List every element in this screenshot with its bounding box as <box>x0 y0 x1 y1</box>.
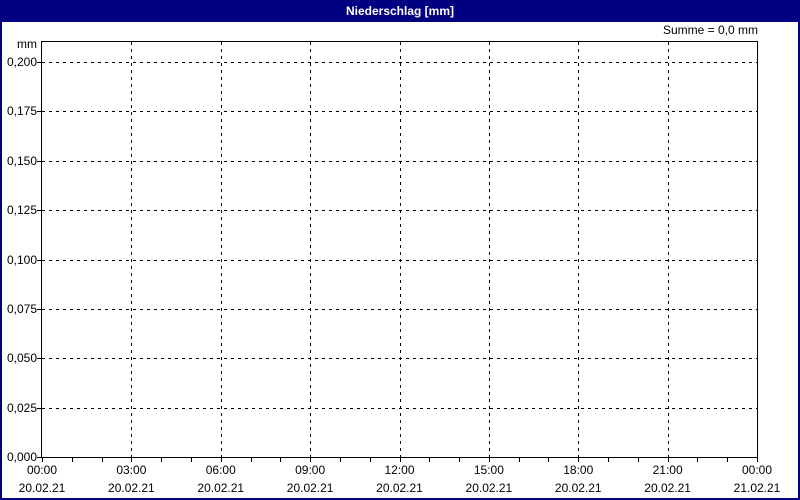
y-axis-tick <box>37 358 41 360</box>
y-tick-label: 0,125 <box>6 203 37 218</box>
x-tick-date-label: 20.02.21 <box>644 481 691 495</box>
y-axis-tick <box>37 407 41 409</box>
y-tick-label: 0,175 <box>6 104 37 119</box>
x-tick-time-label: 15:00 <box>473 463 504 477</box>
x-axis-tick <box>310 458 312 462</box>
y-tick-label: 0,150 <box>6 153 37 168</box>
x-tick-time-label: 21:00 <box>652 463 683 477</box>
y-axis-tick <box>37 308 41 310</box>
x-axis-tick <box>399 458 401 462</box>
x-axis-tick <box>280 458 282 462</box>
x-axis-tick <box>697 458 699 462</box>
y-tick-label: 0,025 <box>6 400 37 415</box>
x-axis-tick <box>101 458 103 462</box>
x-tick-time-label: 09:00 <box>295 463 326 477</box>
x-axis-tick <box>608 458 610 462</box>
x-tick-time-label: 12:00 <box>384 463 415 477</box>
x-axis-tick <box>518 458 520 462</box>
x-gridline <box>399 42 401 457</box>
x-axis-tick <box>488 458 490 462</box>
x-tick-time-label: 03:00 <box>116 463 147 477</box>
y-axis-tick <box>37 259 41 261</box>
x-tick-date-label: 20.02.21 <box>554 481 602 495</box>
x-tick-date-label: 20.02.21 <box>465 481 513 495</box>
window-titlebar[interactable]: Niederschlag [mm] <box>2 2 798 22</box>
x-axis-tick <box>42 458 43 462</box>
x-tick-time-label: 06:00 <box>205 463 236 477</box>
y-axis-tick <box>37 160 41 162</box>
y-axis-tick <box>37 210 41 212</box>
x-gridline <box>131 42 133 457</box>
y-axis-tick <box>37 111 41 113</box>
y-tick-label: 0,050 <box>6 351 37 366</box>
x-gridline <box>220 42 222 457</box>
y-tick-label: 0,000 <box>6 450 37 464</box>
x-axis-tick <box>131 458 133 462</box>
x-gridline <box>667 42 669 457</box>
x-gridline <box>488 42 490 457</box>
x-axis-tick <box>757 458 758 462</box>
x-gridline <box>310 42 312 457</box>
x-axis-tick <box>578 458 580 462</box>
y-axis-unit-label: mm <box>17 37 37 51</box>
x-axis-tick <box>727 458 729 462</box>
y-tick-label: 0,075 <box>6 301 37 316</box>
x-tick-time-label: 00:00 <box>26 463 58 477</box>
x-axis-tick <box>369 458 371 462</box>
y-axis-tick <box>37 62 41 63</box>
x-axis-tick <box>190 458 192 462</box>
x-tick-time-label: 18:00 <box>563 463 594 477</box>
y-tick-label: 0,100 <box>6 252 37 267</box>
x-axis-tick <box>459 458 461 462</box>
sum-label: Summe = 0,0 mm <box>662 23 758 37</box>
y-tick-label: 0,200 <box>6 55 37 69</box>
window-title: Niederschlag [mm] <box>345 4 455 18</box>
x-tick-date-label: 21.02.21 <box>733 481 781 495</box>
x-axis-tick <box>220 458 222 462</box>
plot-area <box>41 41 758 458</box>
x-axis-tick <box>548 458 550 462</box>
y-axis-tick <box>37 457 41 458</box>
x-tick-date-label: 20.02.21 <box>376 481 423 495</box>
x-axis-tick <box>429 458 431 462</box>
x-axis-tick <box>161 458 163 462</box>
x-axis-tick <box>250 458 252 462</box>
x-axis-tick <box>637 458 639 462</box>
x-axis-tick <box>667 458 669 462</box>
x-tick-date-label: 20.02.21 <box>286 481 334 495</box>
x-axis-tick <box>71 458 73 462</box>
x-axis-tick <box>339 458 341 462</box>
x-tick-date-label: 20.02.21 <box>18 481 66 495</box>
x-gridline <box>578 42 580 457</box>
x-tick-date-label: 20.02.21 <box>197 481 245 495</box>
x-tick-time-label: 00:00 <box>741 463 773 477</box>
x-tick-date-label: 20.02.21 <box>108 481 155 495</box>
